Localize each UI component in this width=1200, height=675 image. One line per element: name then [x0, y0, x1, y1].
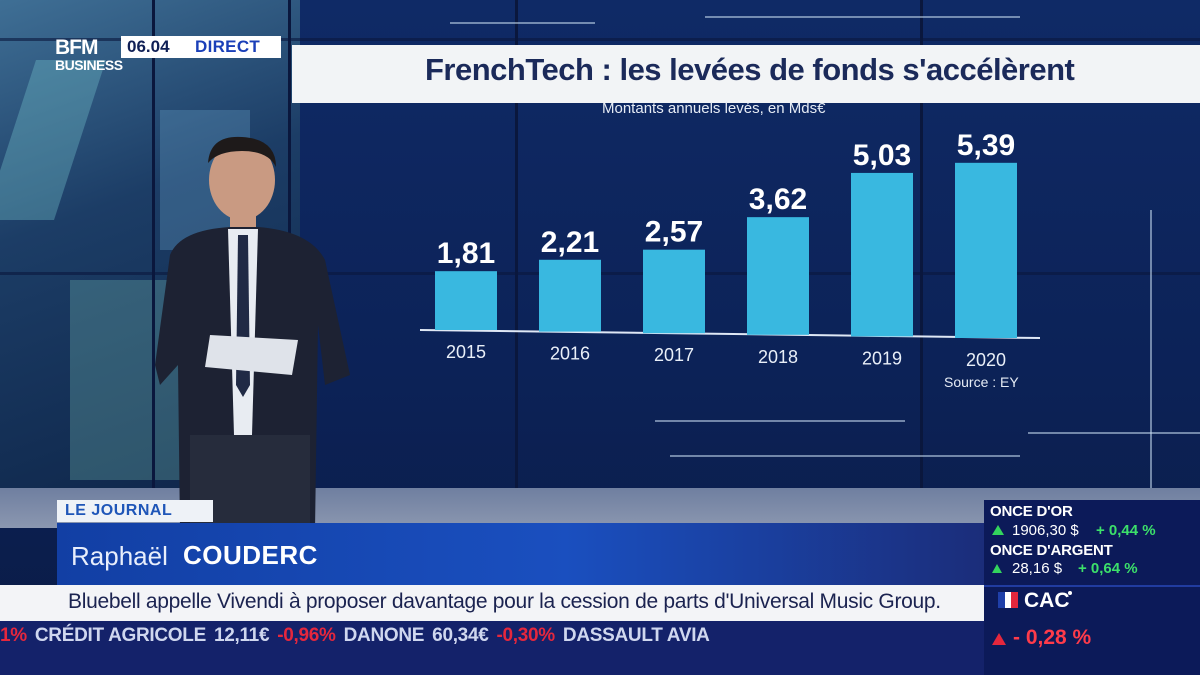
stock-ticker: 1% CRÉDIT AGRICOLE 12,11€ -0,96% DANONE 60,34… — [0, 621, 984, 675]
chart-bar — [955, 162, 1017, 338]
cac-change: - 0,28 % — [1013, 626, 1092, 649]
ticker-item: CRÉDIT AGRICOLE — [34, 625, 206, 646]
chart-subtitle: Montants annuels levés, en Mds€ — [602, 100, 826, 117]
x-tick-label: 2020 — [966, 350, 1006, 370]
bar-value-label: 2,57 — [645, 216, 703, 249]
gold-label: ONCE D'OR — [990, 503, 1073, 520]
headline-text: Bluebell appelle Vivendi à proposer dava… — [68, 590, 941, 613]
bar-chart: 1,81 2015 2,21 2016 2,57 2017 3,62 2018 5,03 2019… — [419, 129, 1041, 370]
ticker-item: -0,30% — [496, 625, 556, 646]
gold-up-arrow-icon — [992, 525, 1004, 535]
gold-change: + 0,44 % — [1096, 522, 1156, 539]
chart-bar — [435, 271, 497, 330]
chart-baseline — [419, 329, 1041, 339]
presenter-first-name: Raphaël — [71, 541, 168, 571]
live-clock-badge: 06.04 DIRECT — [121, 36, 281, 58]
ticker-item: DANONE — [343, 625, 425, 646]
ticker-item: DASSAULT AVIA — [562, 625, 710, 646]
france-flag-icon — [998, 592, 1019, 608]
bar-value-label: 3,62 — [749, 183, 807, 216]
ticker-item: -0,96% — [277, 625, 336, 646]
silver-up-arrow-icon — [992, 564, 1002, 573]
x-tick-label: 2018 — [758, 347, 798, 367]
chart-title-band — [292, 45, 1200, 103]
ticker-item: 1% — [0, 625, 27, 646]
bfm-business-logo: BFM BUSINESS — [55, 36, 123, 73]
presenter-name-bar: Raphaël COUDERC — [57, 523, 984, 585]
ticker-item: 12,11€ — [213, 625, 270, 646]
presenter-last-name: COUDERC — [183, 540, 318, 570]
section-tag: LE JOURNAL — [57, 500, 213, 522]
chart-source: Source : EY — [944, 374, 1019, 390]
cac-index-box — [984, 585, 1200, 675]
x-tick-label: 2019 — [862, 348, 902, 368]
cac-label: CAC — [1024, 589, 1070, 612]
bar-value-label: 1,81 — [437, 237, 495, 270]
bar-value-label: 5,39 — [957, 129, 1015, 162]
bar-value-label: 5,03 — [853, 139, 911, 172]
silver-value: 28,16 $ — [1012, 560, 1063, 577]
cac-change-arrow-icon — [992, 633, 1006, 645]
chart-bar — [851, 172, 913, 337]
cac-indicator-dot — [1068, 591, 1072, 595]
gold-value: 1906,30 $ — [1012, 522, 1079, 539]
chart-bar — [539, 259, 601, 332]
chart-bar — [747, 217, 809, 335]
x-tick-label: 2016 — [550, 344, 590, 364]
x-tick-label: 2017 — [654, 345, 694, 365]
silver-change: + 0,64 % — [1078, 560, 1138, 577]
chart-bar — [643, 249, 705, 334]
clock-time: 06.04 — [127, 37, 170, 56]
chart-title: FrenchTech : les levées de fonds s'accél… — [425, 52, 1075, 87]
bar-value-label: 2,21 — [541, 226, 599, 259]
silver-label: ONCE D'ARGENT — [990, 542, 1113, 559]
presenter-figure — [155, 136, 350, 530]
headline-bar — [0, 585, 984, 621]
live-label: DIRECT — [195, 37, 261, 56]
x-tick-label: 2015 — [446, 342, 486, 362]
ticker-item: 60,34€ — [432, 625, 489, 646]
